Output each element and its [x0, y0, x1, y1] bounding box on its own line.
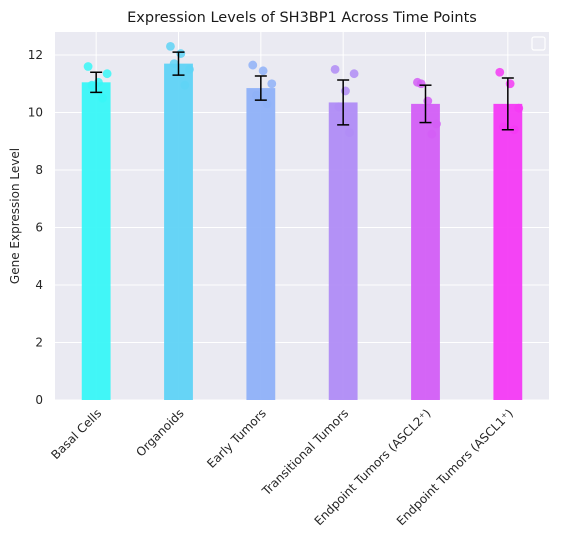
y-axis-label: Gene Expression Level — [8, 148, 22, 284]
data-point — [87, 80, 97, 90]
data-point — [334, 102, 344, 112]
x-tick-label: Basal Cells — [48, 406, 104, 462]
data-point — [176, 49, 186, 58]
data-point — [169, 59, 179, 69]
y-tick-label: 12 — [28, 48, 43, 62]
error-bars — [90, 51, 514, 131]
data-point — [345, 128, 354, 138]
data-point — [83, 62, 93, 71]
bar — [411, 103, 440, 400]
bar — [81, 82, 111, 400]
y-tick-label: 4 — [35, 278, 43, 292]
x-tick-label: Organoids — [133, 406, 186, 459]
data-point — [349, 69, 359, 79]
data-point — [509, 125, 519, 135]
data-point — [330, 64, 340, 74]
y-tick-label: 10 — [28, 106, 43, 120]
chart-title: Expression Levels of SH3BP1 Across Time … — [127, 10, 477, 26]
data-point — [341, 86, 350, 96]
y-tick-label: 2 — [35, 336, 43, 350]
x-tick-labels: Basal Cells Organoids Early TumorsTransiti… — [48, 406, 516, 528]
data-point — [423, 96, 433, 106]
bar — [328, 102, 358, 400]
scatter-points — [83, 41, 524, 139]
data-point — [495, 67, 505, 77]
bar — [493, 103, 523, 400]
data-point — [98, 93, 107, 103]
data-point — [416, 79, 426, 89]
x-tick-label: Transitional Tumors — [259, 406, 352, 499]
data-point — [262, 99, 272, 109]
data-point — [252, 90, 261, 100]
x-tick-label: Early Tumors — [204, 406, 269, 471]
data-point — [180, 80, 190, 90]
plot-area — [55, 32, 549, 400]
y-tick-labels: 0 2 4 6 8 10 12 — [28, 48, 43, 407]
data-point — [248, 60, 258, 70]
data-point — [514, 103, 524, 113]
data-point — [505, 79, 515, 89]
data-point — [432, 119, 441, 129]
bar — [164, 63, 193, 400]
data-point — [267, 79, 277, 89]
data-point — [258, 66, 268, 76]
y-tick-label: 0 — [35, 393, 43, 407]
data-point — [166, 41, 175, 51]
y-tick-label: 6 — [35, 221, 43, 235]
legend-box — [531, 36, 546, 51]
y-tick-label: 8 — [35, 163, 43, 177]
data-point — [185, 64, 194, 74]
bar — [246, 88, 276, 400]
data-point — [102, 69, 112, 79]
bars — [81, 63, 523, 400]
data-point — [427, 129, 437, 139]
